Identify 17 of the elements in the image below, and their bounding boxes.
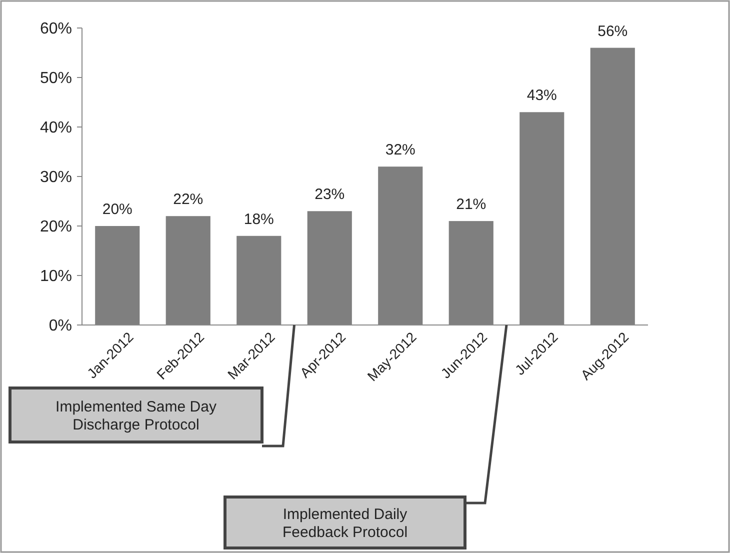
data-label: 22% [173,191,204,208]
y-tick-label: 40% [40,120,72,137]
data-label: 32% [385,142,416,159]
text: Implemented Daily Feedback Protocol [282,506,408,541]
y-tick-label: 10% [40,268,72,286]
text: Implemented Same Day Discharge Protocol [56,398,217,434]
y-tick-label: 60% [40,20,72,38]
y-tick-label: 20% [40,218,72,236]
y-tick-label: 30% [40,169,72,186]
data-label: 18% [244,210,274,228]
y-tick-label: 50% [40,70,72,88]
data-label: 56% [598,22,628,40]
data-label: 43% [526,87,557,104]
data-label: 21% [456,196,486,214]
data-label: 20% [102,201,132,218]
data-label: 23% [314,186,345,204]
y-tick-label: 0% [48,318,72,335]
